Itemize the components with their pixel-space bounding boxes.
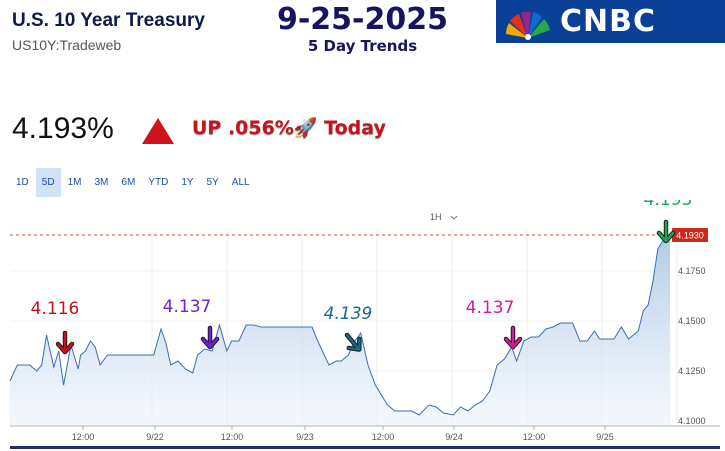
y-tick-label: 4.1000 bbox=[678, 416, 706, 426]
annotation-label: 4.193 bbox=[644, 200, 693, 210]
x-axis: 12:00 9/22 12:00 9/23 12:00 9/24 12:00 9/25 bbox=[10, 425, 720, 442]
peacock-icon bbox=[506, 11, 550, 40]
x-tick-label: 9/24 bbox=[445, 432, 463, 442]
range-tabs: 1D 5D 1M 3M 6M YTD 1Y 5Y ALL bbox=[10, 168, 257, 197]
date-heading: 9-25-2025 bbox=[276, 2, 449, 37]
x-tick-label: 12:00 bbox=[523, 432, 546, 442]
down-arrow-icon bbox=[200, 325, 220, 350]
down-arrow-icon bbox=[656, 219, 676, 244]
annotation-label: 4.139 bbox=[324, 304, 373, 324]
down-arrow-icon bbox=[344, 332, 362, 352]
tab-6m[interactable]: 6M bbox=[121, 177, 136, 188]
ticker-symbol: US10Y:Tradeweb bbox=[12, 37, 122, 53]
logo-text: CNBC bbox=[560, 4, 657, 39]
cnbc-logo: CNBC bbox=[496, 0, 725, 43]
yield-area bbox=[10, 235, 670, 426]
y-tick-label: 4.1750 bbox=[678, 266, 706, 276]
current-value-tag bbox=[672, 228, 708, 242]
page-title: U.S. 10 Year Treasury bbox=[12, 10, 205, 31]
x-tick-label: 9/23 bbox=[296, 432, 314, 442]
price-value: 4.193% bbox=[12, 112, 114, 145]
down-arrow-icon bbox=[55, 330, 75, 355]
annotation-label: 4.137 bbox=[163, 297, 212, 317]
tab-1m[interactable]: 1M bbox=[67, 177, 82, 188]
current-value-label: 4.1930 bbox=[676, 231, 704, 241]
bottom-divider bbox=[10, 446, 720, 449]
yield-line bbox=[9, 234, 671, 416]
interval-selector[interactable]: 1H bbox=[430, 212, 442, 222]
change-text: UP .056%🚀 Today bbox=[192, 117, 386, 139]
annotation-label: 4.116 bbox=[31, 299, 80, 319]
tab-ytd[interactable]: YTD bbox=[148, 177, 169, 188]
subtitle: 5 Day Trends bbox=[307, 37, 418, 55]
tab-5d[interactable]: 5D bbox=[35, 168, 61, 197]
tab-all[interactable]: ALL bbox=[231, 177, 250, 188]
x-tick-label: 9/25 bbox=[596, 432, 614, 442]
y-axis: 4.1000 4.1250 4.1500 4.1750 bbox=[678, 266, 706, 426]
tab-5y[interactable]: 5Y bbox=[206, 177, 219, 188]
tab-1y[interactable]: 1Y bbox=[181, 177, 194, 188]
x-tick-label: 12:00 bbox=[72, 432, 95, 442]
x-tick-label: 12:00 bbox=[221, 432, 244, 442]
x-tick-label: 9/22 bbox=[146, 432, 164, 442]
y-tick-label: 4.1500 bbox=[678, 316, 706, 326]
current-value-line: 4.1930 bbox=[10, 228, 708, 242]
tab-1d[interactable]: 1D bbox=[16, 177, 29, 188]
y-tick-label: 4.1250 bbox=[678, 366, 706, 376]
down-arrow-icon bbox=[503, 325, 523, 350]
chevron-down-icon[interactable] bbox=[450, 215, 458, 220]
yield-chart: 4.1930 4.1000 4.1250 4.1500 4.1750 12:00 9/2… bbox=[9, 200, 720, 442]
annotations: 4.116 4.137 4.139 4.137 4.193 bbox=[31, 200, 693, 355]
annotation-label: 4.137 bbox=[466, 298, 515, 318]
tab-3m[interactable]: 3M bbox=[94, 177, 109, 188]
x-tick-label: 12:00 bbox=[372, 432, 395, 442]
up-arrow-icon bbox=[142, 118, 174, 144]
